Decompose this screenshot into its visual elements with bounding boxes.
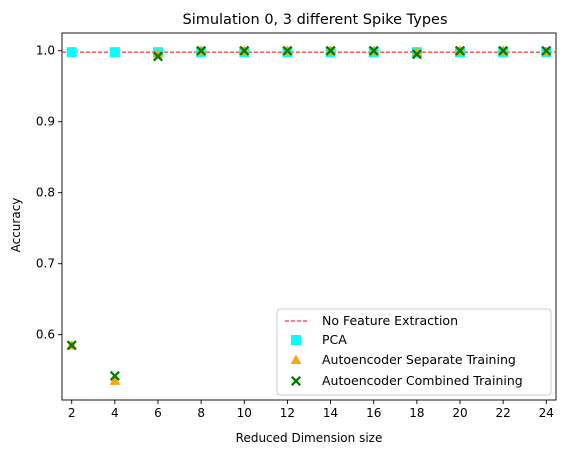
autoencoder-combined-point [66,340,77,351]
x-tick-label: 8 [197,406,205,420]
y-tick-label: 1.0 [36,44,55,58]
autoencoder-separate-point [411,46,423,57]
autoencoder-combined-point [196,45,207,56]
x-tick-label: 14 [323,406,338,420]
x-tick-label: 6 [154,406,162,420]
pca-point [109,47,120,58]
autoencoder-combined-point [368,45,379,56]
autoencoder-combined-point-stroke-b [541,45,552,56]
x-tick-label: 20 [452,406,467,420]
autoencoder-combined-point-stroke-b [109,370,120,381]
autoencoder-combined-point [498,45,509,56]
x-tick-label: 2 [68,406,76,420]
autoencoder-combined-point-stroke-b [325,45,336,56]
legend-label: Autoencoder Combined Training [322,373,523,388]
autoencoder-combined-point-stroke-b [498,45,509,56]
legend-label: No Feature Extraction [322,313,458,328]
autoencoder-combined-point [109,370,120,381]
autoencoder-combined-point [325,45,336,56]
autoencoder-combined-point-stroke-b [239,45,250,56]
autoencoder-combined-point-stroke-b [152,51,164,62]
legend-marker-stroke-b [290,375,302,387]
autoencoder-combined-point [239,45,250,56]
legend-marker [290,375,302,387]
x-axis-label: Reduced Dimension size [236,431,383,445]
x-tick-label: 18 [409,406,424,420]
pca-point [66,47,77,58]
chart-title: Simulation 0, 3 different Spike Types [182,12,447,28]
legend-label: Autoencoder Separate Training [322,352,516,367]
y-axis-label: Accuracy [9,198,23,253]
x-tick-label: 24 [539,406,554,420]
autoencoder-combined-point [411,49,422,60]
y-tick-label: 0.7 [36,257,55,271]
x-tick-label: 4 [111,406,119,420]
autoencoder-combined-point-stroke-b [454,45,466,56]
autoencoder-combined-point [541,45,552,56]
autoencoder-separate-point [109,375,121,385]
x-tick-label: 10 [237,406,252,420]
autoencoder-combined-point-stroke-b [411,49,422,60]
legend-marker [291,335,301,345]
y-tick-label: 0.8 [36,186,55,200]
autoencoder-combined-point [282,45,293,56]
y-tick-label: 0.9 [36,115,55,129]
legend-marker [290,354,302,364]
autoencoder-combined-point [152,51,164,62]
x-tick-label: 12 [280,406,295,420]
legend: No Feature Extraction PCA Autoencoder Sepa… [276,308,552,396]
x-tick-label: 16 [366,406,381,420]
axes-frame [61,32,557,401]
legend-box [276,308,552,396]
autoencoder-combined-point-stroke-b [66,340,77,351]
autoencoder-combined-point-stroke-b [368,45,379,56]
autoencoder-combined-point-stroke-b [282,45,293,56]
autoencoder-combined-point-stroke-b [196,45,207,56]
plot-area: 2 4 6 8 10 12 14 16 18 20 22 240.60.70.80.91.0 [36,32,557,420]
x-tick-label: 22 [496,406,511,420]
autoencoder-combined-point [454,45,466,56]
legend-label: PCA [322,332,347,347]
y-tick-label: 0.6 [36,328,55,342]
